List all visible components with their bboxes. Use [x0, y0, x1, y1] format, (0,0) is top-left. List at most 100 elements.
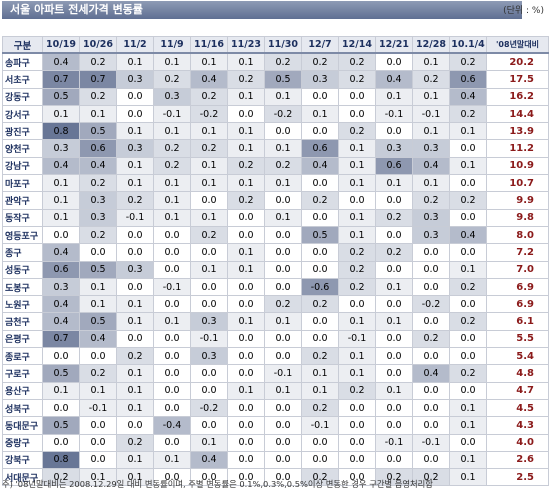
value-cell: 0.0	[190, 364, 228, 383]
value-cell: -0.4	[153, 416, 191, 435]
district-cell: 강서구	[2, 104, 43, 124]
value-cell: 0.5	[42, 416, 80, 435]
value-cell: 0.4	[412, 156, 450, 176]
value-cell: 10.7	[486, 174, 549, 193]
value-cell: 0.0	[227, 295, 265, 314]
value-cell: 0.0	[301, 87, 339, 106]
value-cell: 0.2	[449, 191, 487, 210]
table-row: 동작구 0.1 0.3 -0.1 0.1 0.1 0.0 0.1 0.0 0.1 0.2 0.3 0.0…	[2, 208, 549, 227]
value-cell: 0.0	[116, 416, 154, 435]
table-row: 중랑구 0.0 0.0 0.2 0.0 0.1 0.0 0.0 0.0 0.0 -0.1 -0.1 0.…	[2, 433, 549, 452]
value-cell: -0.1	[153, 104, 191, 124]
table-row: 동대문구 0.5 0.0 0.0 -0.4 0.0 0.0 0.0 -0.1 0.0 0.0 0.0 0…	[2, 416, 549, 435]
table-row: 용산구 0.1 0.1 0.1 0.0 0.0 0.1 0.1 0.1 0.2 0.1 0.0 0.0 4…	[2, 381, 549, 400]
value-cell: 0.1	[227, 87, 265, 106]
value-cell: 0.0	[412, 277, 450, 297]
value-cell: 0.3	[190, 347, 228, 366]
value-cell: 0.1	[42, 191, 80, 210]
value-cell: 0.1	[301, 104, 339, 124]
value-cell: 0.0	[412, 450, 450, 470]
value-cell: 0.2	[264, 295, 302, 314]
value-cell: 0.0	[264, 433, 302, 452]
value-cell: 0.0	[449, 174, 487, 193]
value-cell: 0.0	[264, 225, 302, 245]
value-cell: 0.1	[116, 450, 154, 470]
value-cell: 0.2	[338, 381, 376, 400]
value-cell: 0.0	[190, 381, 228, 400]
value-cell: 6.1	[486, 312, 549, 331]
value-cell: 0.1	[449, 156, 487, 176]
value-cell: 0.0	[264, 347, 302, 366]
value-cell: 7.0	[486, 260, 549, 279]
value-cell: 0.0	[190, 243, 228, 262]
value-cell: 0.2	[338, 122, 376, 141]
value-cell: 0.0	[412, 347, 450, 366]
value-cell: -0.1	[116, 208, 154, 227]
value-cell: 0.1	[153, 208, 191, 227]
value-cell: 0.3	[79, 208, 117, 227]
header-cell: 11/30	[264, 36, 302, 54]
value-cell: 0.2	[116, 191, 154, 210]
value-cell: 0.1	[227, 52, 265, 72]
value-cell: 0.1	[338, 208, 376, 227]
table-row: 마포구 0.1 0.2 0.1 0.1 0.1 0.1 0.1 0.0 0.1 0.1 0.1 0.0 1…	[2, 174, 549, 193]
table-row: 성동구 0.6 0.5 0.3 0.0 0.1 0.1 0.0 0.0 0.2 0.0 0.0 0.1 7…	[2, 260, 549, 279]
value-cell: 4.3	[486, 416, 549, 435]
value-cell: 0.1	[153, 174, 191, 193]
value-cell: 4.7	[486, 381, 549, 400]
value-cell: -0.2	[190, 104, 228, 124]
value-cell: 0.0	[227, 398, 265, 418]
value-cell: 0.6	[79, 139, 117, 158]
value-cell: 0.1	[79, 104, 117, 124]
district-cell: 영등포구	[2, 225, 43, 245]
value-cell: 0.0	[116, 329, 154, 349]
value-cell: 0.4	[375, 70, 413, 89]
value-cell: 0.1	[301, 381, 339, 400]
value-cell: 0.0	[375, 295, 413, 314]
value-cell: 0.2	[79, 225, 117, 245]
value-cell: 0.3	[375, 139, 413, 158]
value-cell: 0.1	[449, 416, 487, 435]
value-cell: 0.0	[375, 364, 413, 383]
value-cell: 0.2	[301, 468, 339, 487]
table-row: 종로구 0.0 0.0 0.2 0.0 0.3 0.0 0.0 0.2 0.1 0.0 0.0 0.0 5…	[2, 347, 549, 366]
value-cell: 0.2	[301, 295, 339, 314]
value-cell: 0.0	[412, 416, 450, 435]
value-cell: 0.1	[264, 174, 302, 193]
value-cell: 10.9	[486, 156, 549, 176]
value-cell: 0.0	[301, 208, 339, 227]
value-cell: 0.0	[338, 398, 376, 418]
table-row: 성북구 0.0 -0.1 0.1 0.0 -0.2 0.0 0.0 0.2 0.0 0.0 0.0 0.…	[2, 398, 549, 418]
header-cell: '08년말대비	[486, 36, 549, 54]
table-row: 은평구 0.7 0.4 0.0 0.0 -0.1 0.0 0.0 0.0 -0.1 0.0 0.2 0.…	[2, 329, 549, 349]
district-cell: 노원구	[2, 295, 43, 314]
value-cell: 0.2	[338, 52, 376, 72]
value-cell: 0.0	[227, 329, 265, 349]
value-cell: 0.0	[190, 191, 228, 210]
unit: (단위 : %)	[503, 6, 544, 16]
district-cell: 마포구	[2, 174, 43, 193]
value-cell: 0.1	[79, 295, 117, 314]
value-cell: 0.0	[338, 295, 376, 314]
value-cell: 0.1	[375, 312, 413, 331]
value-cell: 0.0	[264, 122, 302, 141]
value-cell: 0.3	[412, 225, 450, 245]
value-cell: 0.0	[153, 347, 191, 366]
value-cell: 0.1	[42, 381, 80, 400]
value-cell: 13.9	[486, 122, 549, 141]
value-cell: 0.0	[153, 295, 191, 314]
value-cell: 0.0	[42, 398, 80, 418]
value-cell: 5.5	[486, 329, 549, 349]
value-cell: 0.0	[153, 225, 191, 245]
district-cell: 동작구	[2, 208, 43, 227]
value-cell: 0.0	[375, 329, 413, 349]
value-cell: 0.5	[79, 312, 117, 331]
value-cell: 0.0	[375, 225, 413, 245]
value-cell: 0.0	[264, 468, 302, 487]
value-cell: 0.0	[264, 329, 302, 349]
value-cell: 0.1	[190, 52, 228, 72]
value-cell: 0.0	[264, 398, 302, 418]
value-cell: 0.1	[116, 364, 154, 383]
value-cell: 0.2	[264, 156, 302, 176]
